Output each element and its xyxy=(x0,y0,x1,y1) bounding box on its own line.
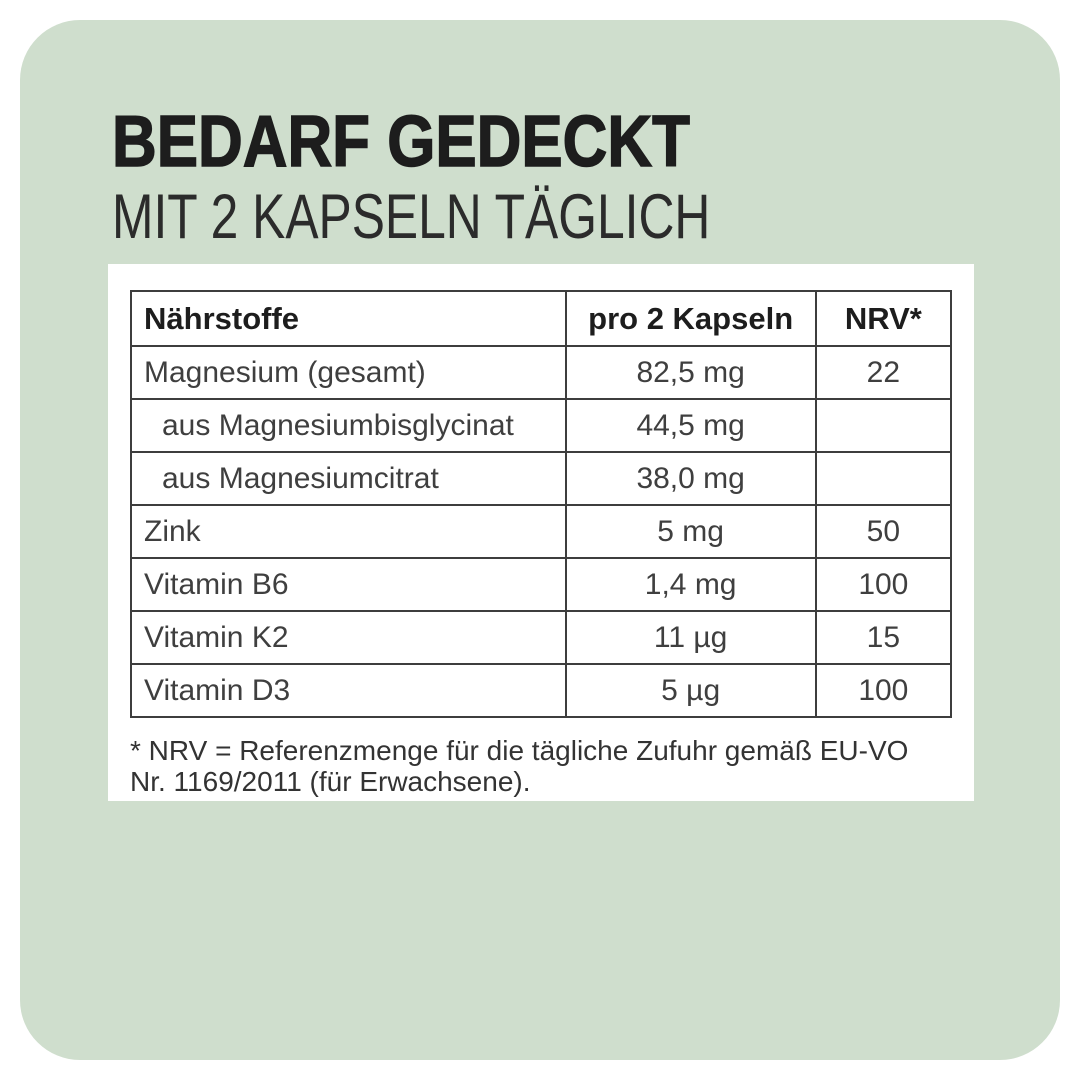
nrv-cell xyxy=(814,398,953,453)
nutrient-name-cell: Vitamin D3 xyxy=(130,663,567,718)
amount-cell: 44,5 mg xyxy=(564,398,817,453)
table-row: Vitamin K2 11 µg 15 xyxy=(130,610,953,665)
table-row: Vitamin B6 1,4 mg 100 xyxy=(130,557,953,612)
nrv-cell: 22 xyxy=(814,345,953,400)
nutrition-table-card: Nährstoffe pro 2 Kapseln NRV* Magnesium … xyxy=(108,264,974,801)
nutrient-name-cell: Vitamin B6 xyxy=(130,557,567,612)
page-subtitle: MIT 2 KAPSELN TÄGLICH xyxy=(112,182,711,252)
table-row: aus Magnesiumcitrat 38,0 mg xyxy=(130,451,953,506)
table-row: Magnesium (gesamt) 82,5 mg 22 xyxy=(130,345,953,400)
nrv-footnote: * NRV = Referenzmenge für die tägliche Z… xyxy=(130,735,952,797)
nutrient-name-cell: aus Magnesiumbisglycinat xyxy=(130,398,567,453)
nutrient-name-cell: Zink xyxy=(130,504,567,559)
nutrient-name-cell: Magnesium (gesamt) xyxy=(130,345,567,400)
col-header-nutrients: Nährstoffe xyxy=(130,290,567,347)
amount-cell: 5 µg xyxy=(564,663,817,718)
col-header-nrv: NRV* xyxy=(814,290,953,347)
table-header-row: Nährstoffe pro 2 Kapseln NRV* xyxy=(130,290,953,347)
nrv-cell: 50 xyxy=(814,504,953,559)
nutrient-name-cell: aus Magnesiumcitrat xyxy=(130,451,567,506)
table-row: Vitamin D3 5 µg 100 xyxy=(130,663,953,718)
amount-cell: 1,4 mg xyxy=(564,557,817,612)
nrv-cell: 15 xyxy=(814,610,953,665)
amount-cell: 11 µg xyxy=(564,610,817,665)
nrv-cell: 100 xyxy=(814,557,953,612)
nrv-footnote-line2: Nr. 1169/2011 (für Erwachsene). xyxy=(130,766,531,797)
amount-cell: 38,0 mg xyxy=(564,451,817,506)
nrv-footnote-line1: * NRV = Referenzmenge für die tägliche Z… xyxy=(130,735,909,766)
table-row: aus Magnesiumbisglycinat 44,5 mg xyxy=(130,398,953,453)
amount-cell: 5 mg xyxy=(564,504,817,559)
col-header-amount: pro 2 Kapseln xyxy=(564,290,817,347)
nutrition-table: Nährstoffe pro 2 Kapseln NRV* Magnesium … xyxy=(130,290,953,718)
page-title: BEDARF GEDECKT xyxy=(111,102,690,182)
amount-cell: 82,5 mg xyxy=(564,345,817,400)
nrv-cell: 100 xyxy=(814,663,953,718)
table-row: Zink 5 mg 50 xyxy=(130,504,953,559)
nutrient-name-cell: Vitamin K2 xyxy=(130,610,567,665)
nrv-cell xyxy=(814,451,953,506)
